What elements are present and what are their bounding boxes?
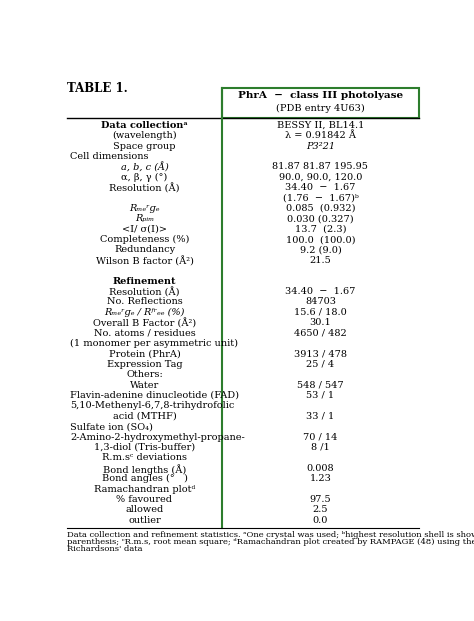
Text: 2.5: 2.5 [313,505,328,514]
Text: 34.40  −  1.67: 34.40 − 1.67 [285,287,356,296]
Text: Rₚᵢₘ: Rₚᵢₘ [135,214,154,224]
Text: 0.085  (0.932): 0.085 (0.932) [286,204,355,213]
Text: 33 / 1: 33 / 1 [306,412,335,421]
Text: (PDB entry 4U63): (PDB entry 4U63) [276,104,365,113]
Text: Data collectionᵃ: Data collectionᵃ [101,120,188,130]
Text: % favoured: % favoured [117,495,173,504]
Text: (wavelength): (wavelength) [112,131,177,140]
Text: 1.23: 1.23 [310,474,331,483]
Text: 34.40  −  1.67: 34.40 − 1.67 [285,183,356,192]
Text: Richardsons' data: Richardsons' data [67,545,143,553]
Text: acid (MTHF): acid (MTHF) [113,412,176,421]
Text: No. Reflections: No. Reflections [107,297,182,306]
Text: Protein (PhrA): Protein (PhrA) [109,350,181,358]
Text: 8 /1: 8 /1 [311,443,330,452]
Text: 4650 / 482: 4650 / 482 [294,329,347,338]
Text: 0.030 (0.327): 0.030 (0.327) [287,214,354,224]
Text: P3²21: P3²21 [306,142,335,150]
Text: 5,10-Methenyl-6,7,8-trihydrofolic: 5,10-Methenyl-6,7,8-trihydrofolic [70,401,235,410]
Text: 53 / 1: 53 / 1 [306,391,335,400]
Text: Resolution (Å): Resolution (Å) [109,287,180,297]
Text: (1 monomer per asymmetric unit): (1 monomer per asymmetric unit) [70,339,238,348]
Text: Redundancy: Redundancy [114,245,175,255]
Text: Bond lengths (Å): Bond lengths (Å) [103,464,186,474]
Text: No. atoms / residues: No. atoms / residues [94,329,195,338]
Text: Ramachandran plotᵈ: Ramachandran plotᵈ [94,484,195,494]
Text: 1,3-diol (Tris-buffer): 1,3-diol (Tris-buffer) [94,443,195,452]
Text: PhrA  −  class III photolyase: PhrA − class III photolyase [238,91,403,100]
Text: 81.87 81.87 195.95: 81.87 81.87 195.95 [273,162,368,171]
Text: 25 / 4: 25 / 4 [306,360,335,369]
Text: Others:: Others: [126,370,163,379]
Text: Bond angles (°   ): Bond angles (° ) [101,474,187,483]
Text: 0.008: 0.008 [307,464,334,473]
Text: Completeness (%): Completeness (%) [100,235,189,244]
Text: Cell dimensions: Cell dimensions [70,152,149,161]
Text: 9.2 (9.0): 9.2 (9.0) [300,245,341,255]
Text: Rₘₑʳɡₑ: Rₘₑʳɡₑ [129,204,160,213]
Text: 70 / 14: 70 / 14 [303,433,337,442]
Text: parenthesis; ᶜR.m.s, root mean square; ᵈRamachandran plot created by RAMPAGE (48: parenthesis; ᶜR.m.s, root mean square; ᵈ… [67,538,474,546]
Text: 2-Amino-2-hydroxymethyl-propane-: 2-Amino-2-hydroxymethyl-propane- [70,433,245,442]
Text: Space group: Space group [113,142,176,150]
Text: 30.1: 30.1 [310,318,331,327]
Text: TABLE 1.: TABLE 1. [67,82,128,95]
Text: 97.5: 97.5 [310,495,331,504]
Text: Water: Water [130,381,159,389]
Text: 84703: 84703 [305,297,336,306]
Text: Data collection and refinement statistics. ᵃOne crystal was used; ᵇhighest resol: Data collection and refinement statistic… [67,531,474,539]
Text: outlier: outlier [128,515,161,525]
Text: Expression Tag: Expression Tag [107,360,182,369]
Text: 3913 / 478: 3913 / 478 [294,350,347,358]
Text: α, β, γ (°): α, β, γ (°) [121,173,168,182]
Text: Flavin-adenine dinucleotide (FAD): Flavin-adenine dinucleotide (FAD) [70,391,239,400]
Text: Rₘₑʳɡₑ / Rᶠʳₑₑ (%): Rₘₑʳɡₑ / Rᶠʳₑₑ (%) [104,308,185,317]
Text: 15.6 / 18.0: 15.6 / 18.0 [294,308,347,317]
Text: Sulfate ion (SO₄): Sulfate ion (SO₄) [70,422,153,431]
Text: Wilson B factor (Å²): Wilson B factor (Å²) [96,256,193,266]
Text: 548 / 547: 548 / 547 [297,381,344,389]
Text: Resolution (Å): Resolution (Å) [109,183,180,193]
Text: 21.5: 21.5 [310,256,331,265]
Text: Refinement: Refinement [113,276,176,286]
Text: 90.0, 90.0, 120.0: 90.0, 90.0, 120.0 [279,173,362,182]
Text: λ = 0.91842 Å: λ = 0.91842 Å [285,131,356,140]
Text: allowed: allowed [126,505,164,514]
Text: BESSY II, BL14.1: BESSY II, BL14.1 [277,120,364,130]
Text: (1.76  −  1.67)ᵇ: (1.76 − 1.67)ᵇ [283,194,358,202]
Text: a, b, c (Å): a, b, c (Å) [120,162,168,173]
Text: R.m.sᶜ deviations: R.m.sᶜ deviations [102,453,187,463]
Text: <I/ σ(I)>: <I/ σ(I)> [122,225,167,233]
Text: Overall B Factor (Å²): Overall B Factor (Å²) [93,318,196,329]
Text: 13.7  (2.3): 13.7 (2.3) [295,225,346,233]
Bar [222,88,419,117]
Text: 0.0: 0.0 [313,515,328,525]
Text: 100.0  (100.0): 100.0 (100.0) [286,235,355,244]
